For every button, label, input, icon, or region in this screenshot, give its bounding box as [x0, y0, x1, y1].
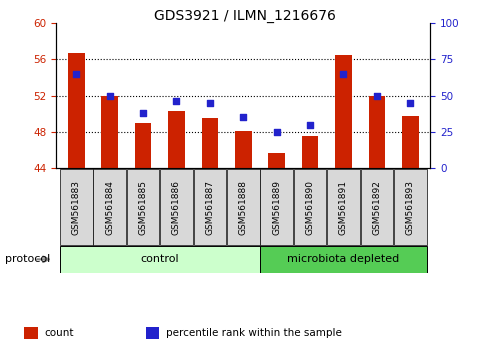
Text: GSM561890: GSM561890 — [305, 179, 314, 235]
Text: GSM561887: GSM561887 — [205, 179, 214, 235]
Bar — [401, 116, 418, 168]
Bar — [201, 118, 218, 168]
Text: GSM561892: GSM561892 — [372, 179, 381, 235]
Bar — [24, 326, 38, 339]
Point — [105, 93, 113, 98]
Bar — [301, 136, 318, 168]
FancyBboxPatch shape — [293, 169, 326, 245]
Text: control: control — [140, 254, 179, 264]
Text: GSM561886: GSM561886 — [172, 179, 181, 235]
Bar — [68, 53, 84, 168]
Bar — [268, 153, 285, 168]
Bar — [234, 131, 251, 168]
Point — [372, 93, 380, 98]
FancyBboxPatch shape — [60, 246, 260, 273]
FancyBboxPatch shape — [126, 169, 159, 245]
FancyBboxPatch shape — [393, 169, 426, 245]
FancyBboxPatch shape — [226, 169, 259, 245]
Point — [205, 100, 213, 105]
Point — [72, 71, 80, 76]
FancyBboxPatch shape — [160, 169, 192, 245]
FancyBboxPatch shape — [260, 169, 292, 245]
Point — [239, 114, 246, 120]
Text: GSM561885: GSM561885 — [138, 179, 147, 235]
Bar — [368, 96, 385, 168]
Text: GSM561893: GSM561893 — [405, 179, 414, 235]
Bar — [145, 326, 159, 339]
Text: protocol: protocol — [5, 254, 50, 264]
FancyBboxPatch shape — [193, 169, 226, 245]
FancyBboxPatch shape — [360, 169, 392, 245]
Text: GSM561888: GSM561888 — [238, 179, 247, 235]
Point — [339, 71, 346, 76]
Bar — [334, 55, 351, 168]
Point — [139, 110, 147, 116]
Text: GSM561891: GSM561891 — [338, 179, 347, 235]
Text: percentile rank within the sample: percentile rank within the sample — [165, 328, 341, 338]
Point — [406, 100, 413, 105]
Bar — [101, 96, 118, 168]
Text: microbiota depleted: microbiota depleted — [287, 254, 399, 264]
Text: GSM561884: GSM561884 — [105, 179, 114, 235]
Text: count: count — [44, 328, 74, 338]
Point — [172, 98, 180, 104]
FancyBboxPatch shape — [260, 246, 426, 273]
Bar — [135, 123, 151, 168]
Point — [272, 129, 280, 135]
Text: GDS3921 / ILMN_1216676: GDS3921 / ILMN_1216676 — [153, 9, 335, 23]
Text: GSM561889: GSM561889 — [272, 179, 281, 235]
FancyBboxPatch shape — [60, 169, 92, 245]
FancyBboxPatch shape — [326, 169, 359, 245]
FancyBboxPatch shape — [93, 169, 126, 245]
Text: GSM561883: GSM561883 — [72, 179, 81, 235]
Point — [305, 122, 313, 127]
Bar — [168, 111, 184, 168]
